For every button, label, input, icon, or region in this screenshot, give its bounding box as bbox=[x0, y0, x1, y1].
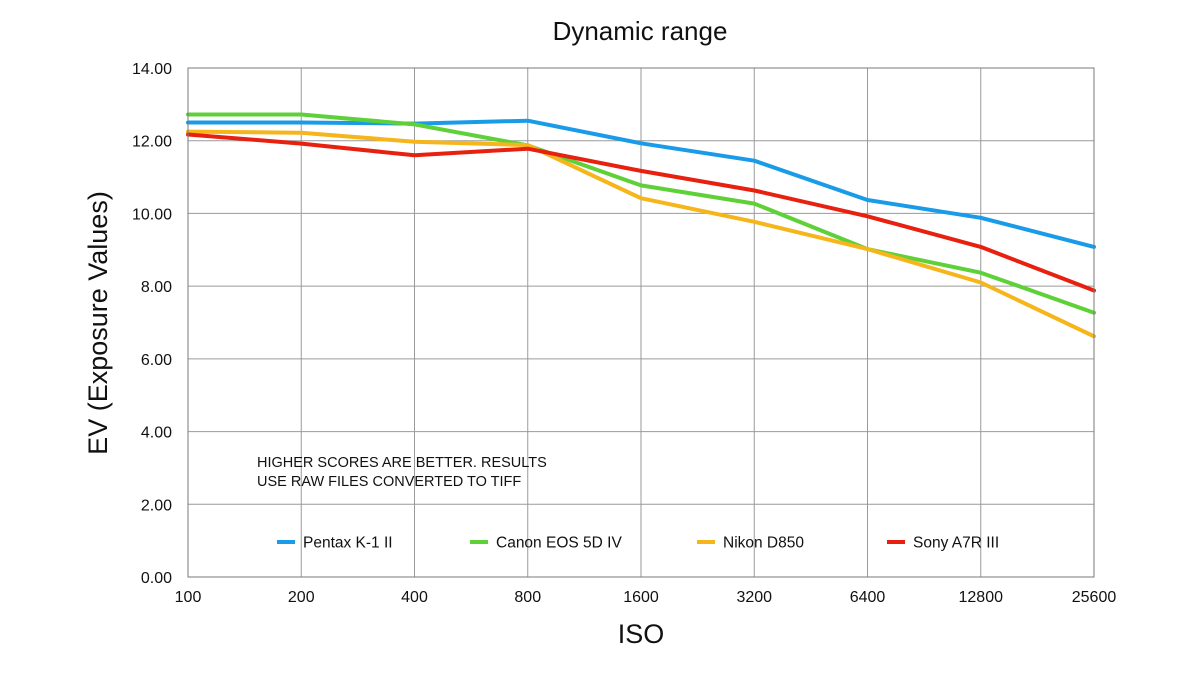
series-line-pentax-k-1-ii bbox=[186, 118, 1096, 249]
x-tick-label: 800 bbox=[514, 589, 541, 606]
legend-label-sony-a7r-iii: Sony A7R III bbox=[913, 535, 999, 552]
y-tick-label: 8.00 bbox=[141, 279, 172, 296]
x-axis-title: ISO bbox=[618, 619, 665, 649]
legend: Pentax K-1 II Canon EOS 5D IV Nikon D850 So… bbox=[277, 535, 999, 552]
y-tick-label: 14.00 bbox=[132, 61, 172, 78]
plot-frame bbox=[187, 67, 1095, 578]
gridlines bbox=[187, 67, 1095, 578]
x-tick-label: 400 bbox=[401, 589, 428, 606]
y-tick-label: 6.00 bbox=[141, 352, 172, 369]
annotation-line-1: HIGHER SCORES ARE BETTER. RESULTS bbox=[257, 455, 547, 471]
legend-label-pentax-k-1-ii: Pentax K-1 II bbox=[303, 535, 393, 552]
x-tick-label: 1600 bbox=[623, 589, 659, 606]
y-axis-title: EV (Exposure Values) bbox=[83, 191, 113, 455]
y-tick-label: 12.00 bbox=[132, 134, 172, 151]
annotation-line-2: USE RAW FILES CONVERTED TO TIFF bbox=[257, 474, 521, 490]
series-line-nikon-d850 bbox=[186, 129, 1096, 339]
y-tick-label: 2.00 bbox=[141, 497, 172, 514]
x-tick-label: 100 bbox=[175, 589, 202, 606]
y-axis-ticks: 0.00 2.00 4.00 6.00 8.00 10.00 12.00 14.00 bbox=[132, 61, 172, 587]
x-tick-label: 25600 bbox=[1072, 589, 1117, 606]
y-tick-label: 10.00 bbox=[132, 206, 172, 223]
legend-label-canon-eos-5d-iv: Canon EOS 5D IV bbox=[496, 535, 622, 552]
series-line-sony-a7r-iii bbox=[186, 132, 1096, 293]
x-tick-label: 3200 bbox=[736, 589, 772, 606]
x-tick-label: 200 bbox=[288, 589, 315, 606]
x-axis-ticks: 100 200 400 800 1600 3200 6400 12800 25600 bbox=[175, 589, 1117, 606]
x-tick-label: 12800 bbox=[959, 589, 1004, 606]
x-tick-label: 6400 bbox=[850, 589, 886, 606]
series-lines bbox=[186, 112, 1096, 339]
y-tick-label: 0.00 bbox=[141, 570, 172, 587]
series-line-canon-eos-5d-iv bbox=[186, 112, 1096, 315]
chart-annotation: HIGHER SCORES ARE BETTER. RESULTS USE RA… bbox=[257, 455, 547, 490]
chart-title: Dynamic range bbox=[553, 16, 728, 46]
y-tick-label: 4.00 bbox=[141, 425, 172, 442]
legend-label-nikon-d850: Nikon D850 bbox=[723, 535, 804, 552]
